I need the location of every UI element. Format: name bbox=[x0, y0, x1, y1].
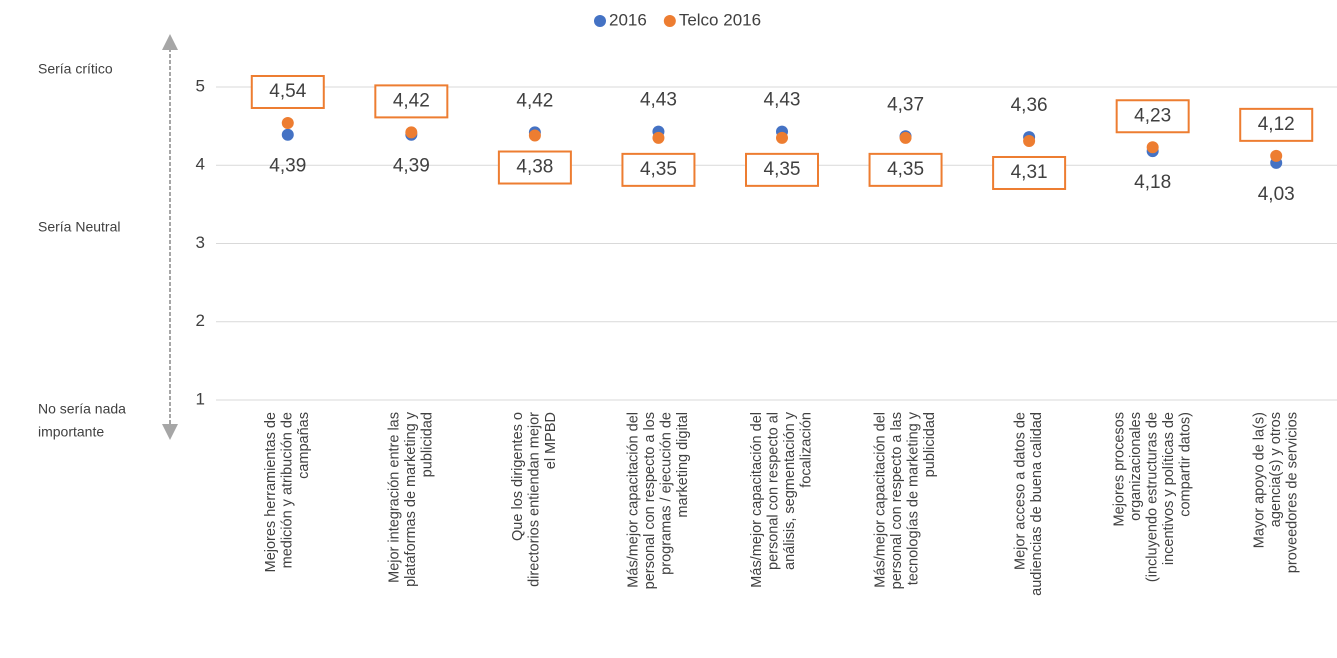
x-tick-label: (incluyendo estructuras de bbox=[1144, 412, 1160, 582]
value-label: 4,39 bbox=[393, 156, 430, 177]
data-point bbox=[652, 131, 665, 144]
value-label-box bbox=[1115, 99, 1190, 134]
x-tick-label: Más/mejor capacitación del bbox=[626, 412, 642, 588]
x-tick-label: plataformas de marketing y bbox=[403, 411, 419, 587]
x-tick-label: personal con respecto a las bbox=[889, 412, 905, 589]
x-tick-label: Mejores procesos bbox=[1111, 412, 1127, 526]
x-tick-label: personal con respecto a los bbox=[642, 412, 658, 589]
data-point bbox=[1146, 141, 1159, 154]
y-tick-label: 4 bbox=[196, 155, 205, 174]
y-tick-label: 5 bbox=[196, 76, 205, 95]
scale-annotation: Sería Neutral bbox=[38, 219, 120, 235]
y-tick-label: 2 bbox=[196, 311, 205, 330]
value-label: 4,43 bbox=[764, 90, 801, 111]
data-point bbox=[281, 128, 294, 141]
x-tick-label: agencia(s) y otros bbox=[1268, 412, 1284, 527]
data-point bbox=[405, 126, 418, 139]
scale-annotation: No sería nada bbox=[38, 401, 126, 417]
data-point bbox=[528, 129, 541, 142]
x-tick-label: tecnologías de marketing y bbox=[906, 411, 922, 585]
x-tick-label: campañas bbox=[296, 412, 312, 479]
value-label: 4,35 bbox=[887, 159, 924, 180]
x-tick-label: programas / ejecución de bbox=[659, 412, 675, 575]
x-tick-label: Más/mejor capacitación del bbox=[873, 412, 889, 588]
data-point bbox=[1023, 134, 1036, 147]
x-tick-label: incentivos y políticas de bbox=[1161, 412, 1177, 565]
value-label-box bbox=[250, 74, 325, 109]
x-tick-label: audiencias de buena calidad bbox=[1029, 412, 1045, 596]
data-point bbox=[776, 131, 788, 144]
value-label-box bbox=[374, 84, 449, 119]
x-tick-label: publicidad bbox=[420, 412, 436, 477]
scale-annotation: Sería crítico bbox=[38, 61, 113, 77]
x-tick-label: Mejores herramientas de bbox=[263, 412, 279, 572]
x-tick-label: directorios entiendan mejor bbox=[527, 412, 543, 587]
data-point bbox=[1270, 149, 1283, 162]
value-label-box bbox=[745, 152, 819, 187]
value-label-box bbox=[1239, 107, 1314, 142]
value-label: 4,35 bbox=[640, 159, 677, 180]
x-tick-label: Más/mejor capacitación del bbox=[749, 412, 765, 588]
value-label-box bbox=[497, 150, 572, 185]
x-tick-label: Mayor apoyo de la(s) bbox=[1252, 412, 1268, 548]
legend-label: 2016 bbox=[609, 10, 647, 29]
value-label: 4,23 bbox=[1134, 105, 1171, 126]
value-label-box bbox=[621, 152, 696, 187]
value-label: 4,18 bbox=[1134, 172, 1171, 193]
legend-marker bbox=[663, 15, 676, 27]
value-label: 4,42 bbox=[393, 90, 430, 111]
value-label: 4,12 bbox=[1258, 114, 1295, 135]
data-point bbox=[281, 116, 294, 129]
value-label: 4,36 bbox=[1011, 95, 1048, 116]
value-label-box bbox=[868, 152, 943, 187]
value-label: 4,31 bbox=[1011, 162, 1048, 183]
x-tick-label: Que los dirigentes o bbox=[510, 412, 526, 541]
x-tick-label: medición y atribución de bbox=[280, 412, 296, 568]
x-tick-label: Mejor acceso a datos de bbox=[1013, 412, 1029, 570]
legend-marker bbox=[594, 15, 606, 27]
value-label: 4,43 bbox=[640, 90, 677, 111]
value-label: 4,54 bbox=[269, 81, 306, 102]
x-tick-label: el MPBD bbox=[543, 412, 559, 469]
value-label: 4,38 bbox=[516, 157, 553, 178]
x-tick-label: personal con respecto al bbox=[766, 412, 782, 570]
data-point bbox=[899, 131, 912, 144]
value-label: 4,35 bbox=[764, 159, 801, 180]
x-tick-label: marketing digital bbox=[675, 412, 691, 518]
legend-label: Telco 2016 bbox=[679, 10, 761, 29]
x-tick-label: proveedores de servicios bbox=[1285, 412, 1301, 573]
x-tick-label: organizacionales bbox=[1128, 412, 1144, 521]
x-tick-label: compartir datos) bbox=[1177, 412, 1193, 517]
x-tick-label: análisis, segmentación y bbox=[782, 411, 798, 570]
x-tick-label: publicidad bbox=[922, 412, 938, 477]
value-label: 4,37 bbox=[887, 94, 924, 115]
y-tick-label: 3 bbox=[196, 233, 205, 252]
x-tick-label: Mejor integración entre las bbox=[387, 412, 403, 583]
x-tick-label: focalización bbox=[799, 412, 815, 488]
value-label: 4,03 bbox=[1258, 184, 1295, 205]
y-tick-label: 1 bbox=[196, 389, 205, 408]
scale-annotation: importante bbox=[38, 424, 104, 440]
value-label-box bbox=[992, 155, 1067, 190]
value-label: 4,42 bbox=[516, 90, 553, 111]
value-label: 4,39 bbox=[269, 156, 306, 177]
